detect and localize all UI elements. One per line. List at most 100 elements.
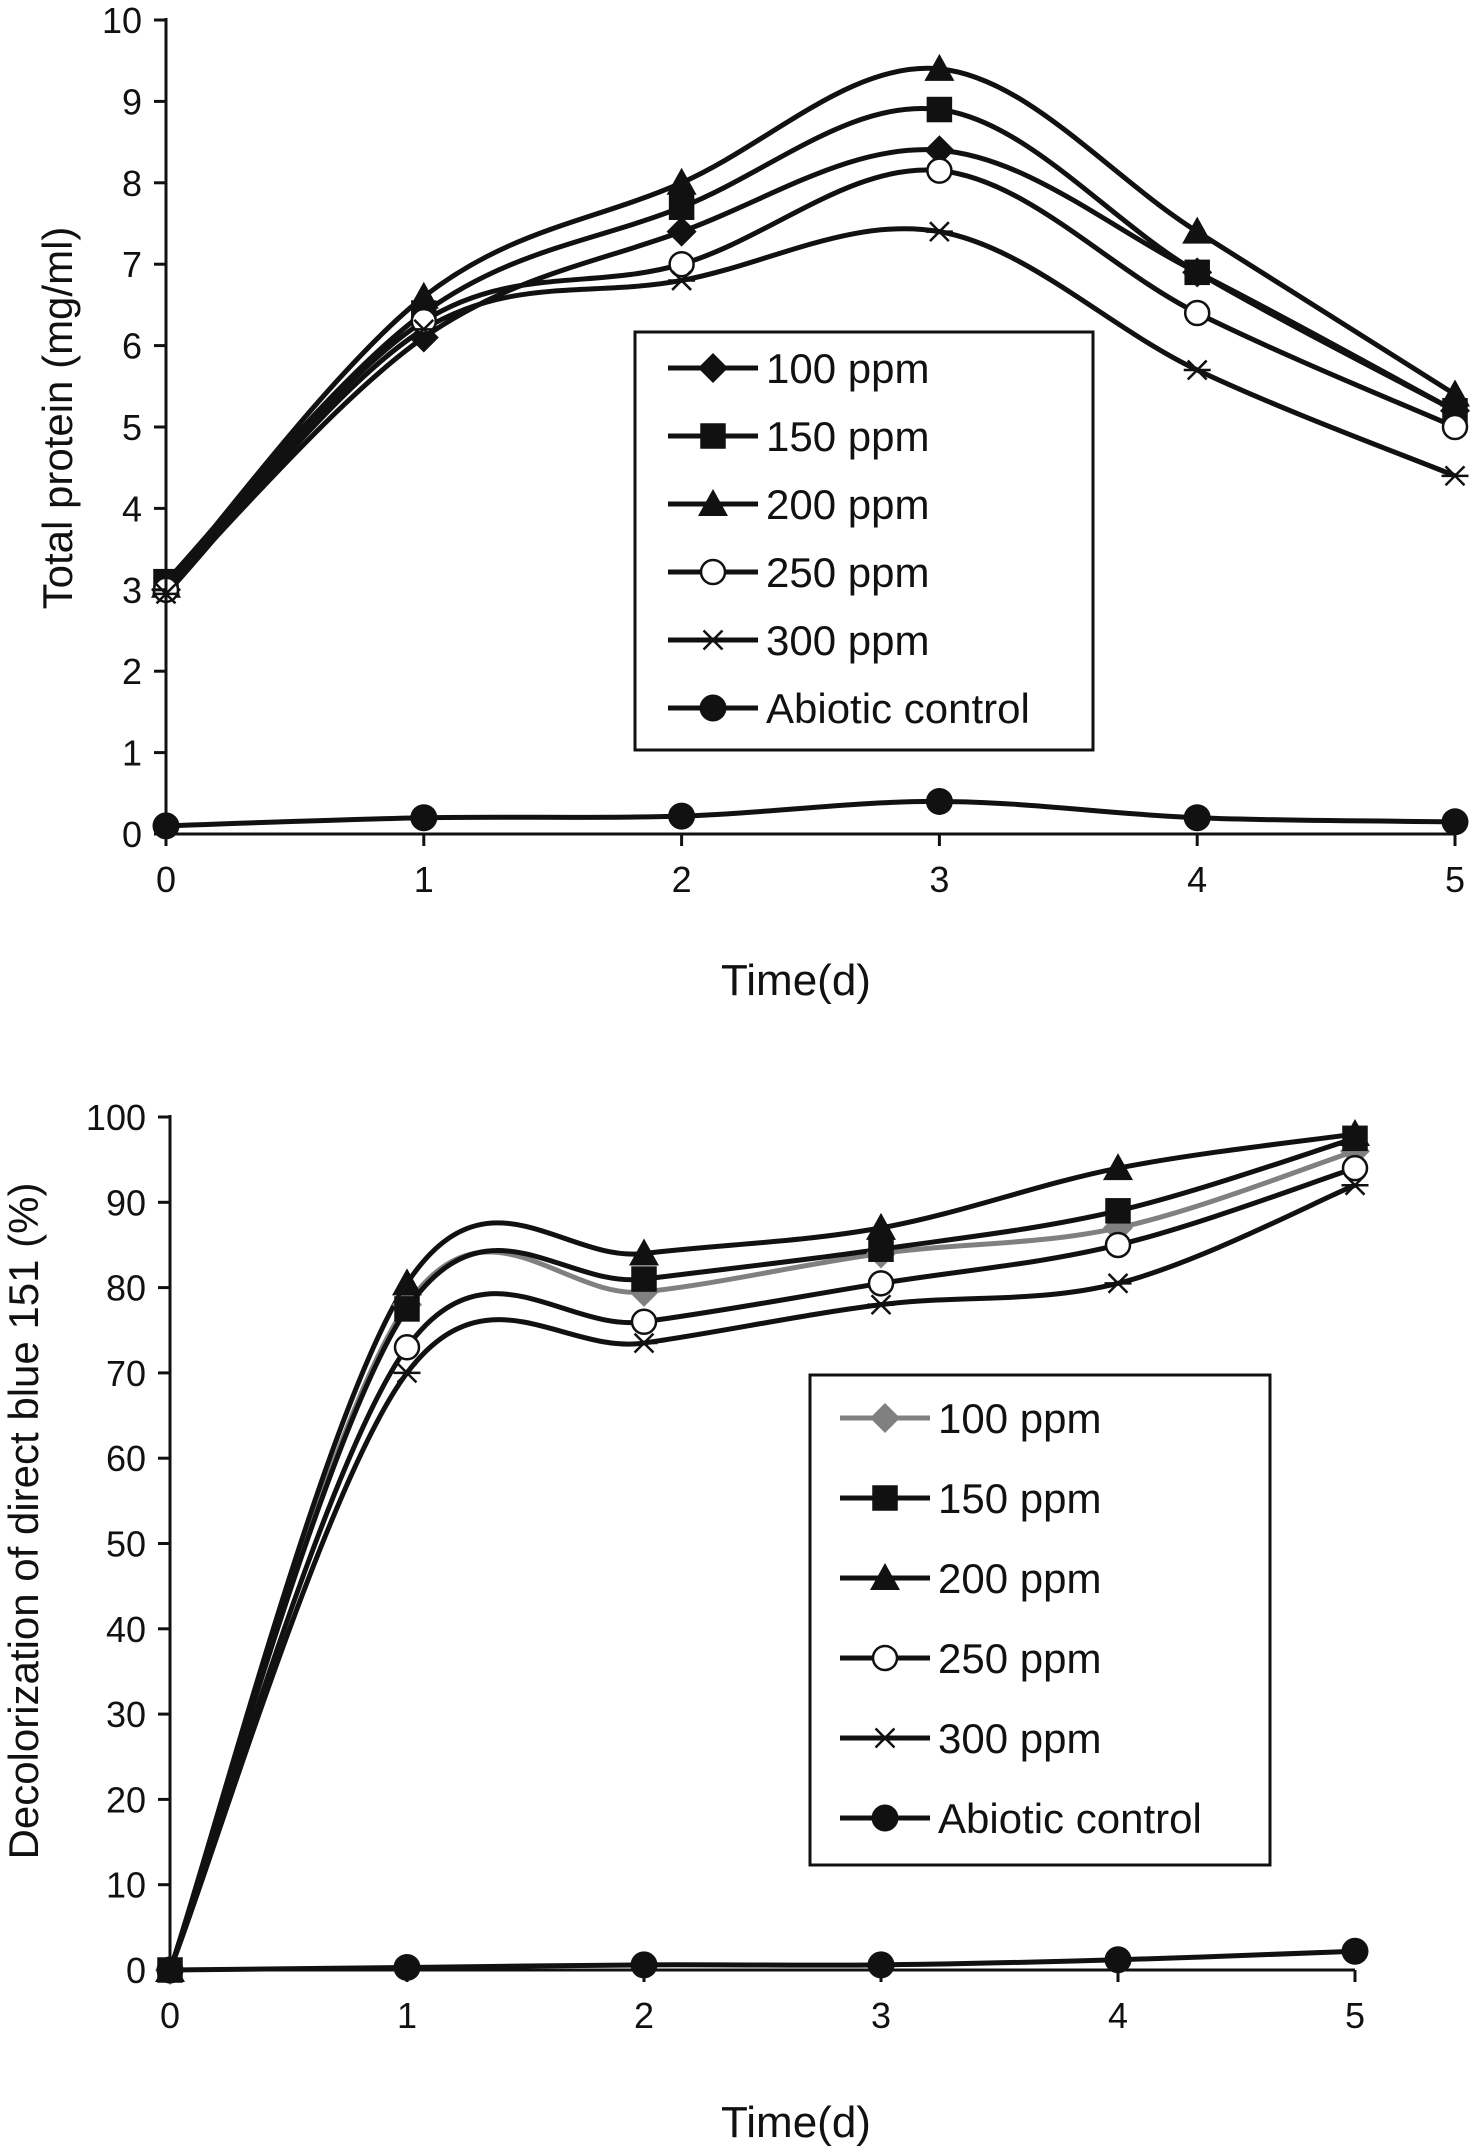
decolorization-legend-label-3: 250 ppm — [938, 1635, 1101, 1682]
protein-legend-box — [633, 330, 1095, 752]
decolorization-legend-label-1: 150 ppm — [938, 1475, 1101, 1522]
decolorization-point-3-1 — [393, 1334, 421, 1361]
protein-point-3-3 — [926, 157, 953, 184]
decolorization-y-tick-label: 60 — [106, 1438, 146, 1479]
protein-point-1-2 — [668, 194, 695, 220]
decolorization-x-tick-label: 2 — [634, 1995, 654, 2036]
decolorization-x-tick-label: 4 — [1108, 1995, 1128, 2036]
decolorization-point-4-1 — [393, 1362, 421, 1384]
decolorization-y-tick-label: 10 — [106, 1865, 146, 1906]
protein-point-1-4 — [1184, 259, 1210, 286]
decolorization-legend-marker-2 — [870, 1563, 900, 1590]
decolorization-legend-marker-4 — [871, 1727, 899, 1749]
protein-legend-label-4: 300 ppm — [766, 617, 929, 664]
protein-point-3-1 — [410, 307, 438, 335]
decolorization-point-2-1 — [392, 1268, 422, 1296]
protein-point-5-2 — [668, 802, 696, 830]
decolorization-point-1-1 — [394, 1296, 420, 1322]
protein-x-tick-label: 2 — [672, 859, 692, 900]
decolorization-point-2-5 — [1340, 1119, 1370, 1147]
protein-point-3-4 — [1183, 299, 1211, 327]
protein-y-tick-label: 10 — [102, 0, 142, 41]
protein-x-tick-label: 5 — [1445, 859, 1465, 900]
decolorization-x-tick-label: 0 — [160, 1995, 180, 2036]
decolorization-y-tick-label: 80 — [106, 1268, 146, 1309]
protein-legend-label-1: 150 ppm — [766, 413, 929, 460]
decolorization-y-tick-label: 20 — [106, 1779, 146, 1820]
protein-y-tick-label: 6 — [122, 326, 142, 367]
protein-point-0-2 — [666, 216, 697, 247]
decolorization-legend-label-4: 300 ppm — [938, 1715, 1101, 1762]
decolorization-legend-marker-5 — [871, 1804, 899, 1832]
protein-y-tick-label: 4 — [122, 488, 142, 529]
decolorization-legend-marker-3 — [871, 1644, 899, 1672]
protein-y-tick-label: 2 — [122, 651, 142, 692]
protein-point-3-5 — [1441, 413, 1469, 441]
decolorization-point-5-4 — [1104, 1946, 1132, 1974]
protein-y-tick-label: 7 — [122, 244, 142, 285]
protein-legend: 100 ppm 150 ppm 200 ppm 250 ppm 300 ppm Abiot… — [633, 330, 1095, 752]
protein-point-4-4 — [1183, 359, 1211, 381]
decolorization-point-2-2 — [629, 1238, 659, 1266]
protein-point-4-3 — [925, 221, 953, 242]
decolorization-point-3-5 — [1341, 1154, 1369, 1182]
protein-point-2-1 — [408, 281, 439, 309]
decolorization-x-axis-label: Time(d) — [721, 2098, 871, 2147]
protein-point-3-2 — [668, 250, 695, 278]
protein-y-tick-label: 1 — [122, 733, 142, 774]
protein-point-5-1 — [410, 804, 438, 832]
protein-point-5-3 — [925, 787, 953, 815]
protein-point-2-2 — [666, 167, 697, 195]
protein-series-line-4 — [164, 226, 1456, 596]
decolorization-point-5-3 — [867, 1951, 895, 1979]
decolorization-legend-marker-1 — [872, 1485, 898, 1511]
decolorization-point-5-2 — [630, 1951, 658, 1979]
protein-x-tick-label: 0 — [156, 859, 176, 900]
protein-point-2-3 — [924, 53, 955, 81]
protein-legend-marker-5 — [699, 694, 727, 722]
decolorization-x-tick-label: 1 — [397, 1995, 417, 2036]
decolorization-point-2-4 — [1103, 1153, 1133, 1181]
protein-x-axis-label: Time(d) — [721, 956, 871, 1005]
protein-y-tick-label: 5 — [122, 407, 142, 448]
protein-series-line-1 — [164, 105, 1457, 584]
decolorization-series-line-5 — [169, 1948, 1356, 1973]
decolorization-point-4-2 — [630, 1332, 658, 1354]
decolorization-legend-box — [808, 1373, 1272, 1867]
protein-series-line-3 — [164, 167, 1457, 592]
protein-point-5-5 — [1441, 808, 1469, 836]
protein-legend-marker-3 — [699, 558, 727, 586]
decolorization-y-tick-label: 50 — [106, 1524, 146, 1565]
decolorization-legend-marker-0 — [870, 1403, 900, 1433]
protein-legend-label-2: 200 ppm — [766, 481, 929, 528]
protein-legend-marker-1 — [700, 423, 726, 449]
protein-legend-label-0: 100 ppm — [766, 345, 929, 392]
decolorization-y-tick-label: 0 — [126, 1950, 146, 1991]
decolorization-series-line-4 — [167, 1182, 1356, 1971]
decolorization-point-1-2 — [631, 1266, 657, 1292]
decolorization-point-4-5 — [1341, 1174, 1369, 1196]
decolorization-point-1-4 — [1105, 1198, 1131, 1224]
protein-point-1-3 — [926, 96, 953, 123]
protein-y-tick-label: 0 — [122, 814, 142, 855]
protein-legend-label-3: 250 ppm — [766, 549, 929, 596]
protein-point-4-5 — [1441, 465, 1469, 487]
protein-y-tick-label: 9 — [122, 81, 142, 122]
protein-point-2-5 — [1440, 379, 1470, 407]
decolorization-legend-label-2: 200 ppm — [938, 1555, 1101, 1602]
protein-point-0-3 — [924, 135, 955, 166]
decolorization-point-3-4 — [1104, 1231, 1132, 1259]
decolorization-point-3-2 — [630, 1308, 658, 1335]
decolorization-legend-label-5: Abiotic control — [938, 1795, 1202, 1842]
decolorization-point-2-3 — [866, 1212, 896, 1240]
protein-x-tick-label: 4 — [1187, 859, 1207, 900]
decolorization-y-tick-label: 30 — [106, 1694, 146, 1735]
decolorization-y-tick-label: 100 — [86, 1097, 146, 1138]
decolorization-point-4-3 — [867, 1294, 895, 1315]
decolorization-x-tick-label: 5 — [1345, 1995, 1365, 2036]
protein-y-axis-label: Total protein (mg/ml) — [34, 227, 81, 610]
protein-y-tick-label: 3 — [122, 570, 142, 611]
protein-series-line-2 — [164, 65, 1457, 588]
decolorization-y-tick-label: 70 — [106, 1353, 146, 1394]
